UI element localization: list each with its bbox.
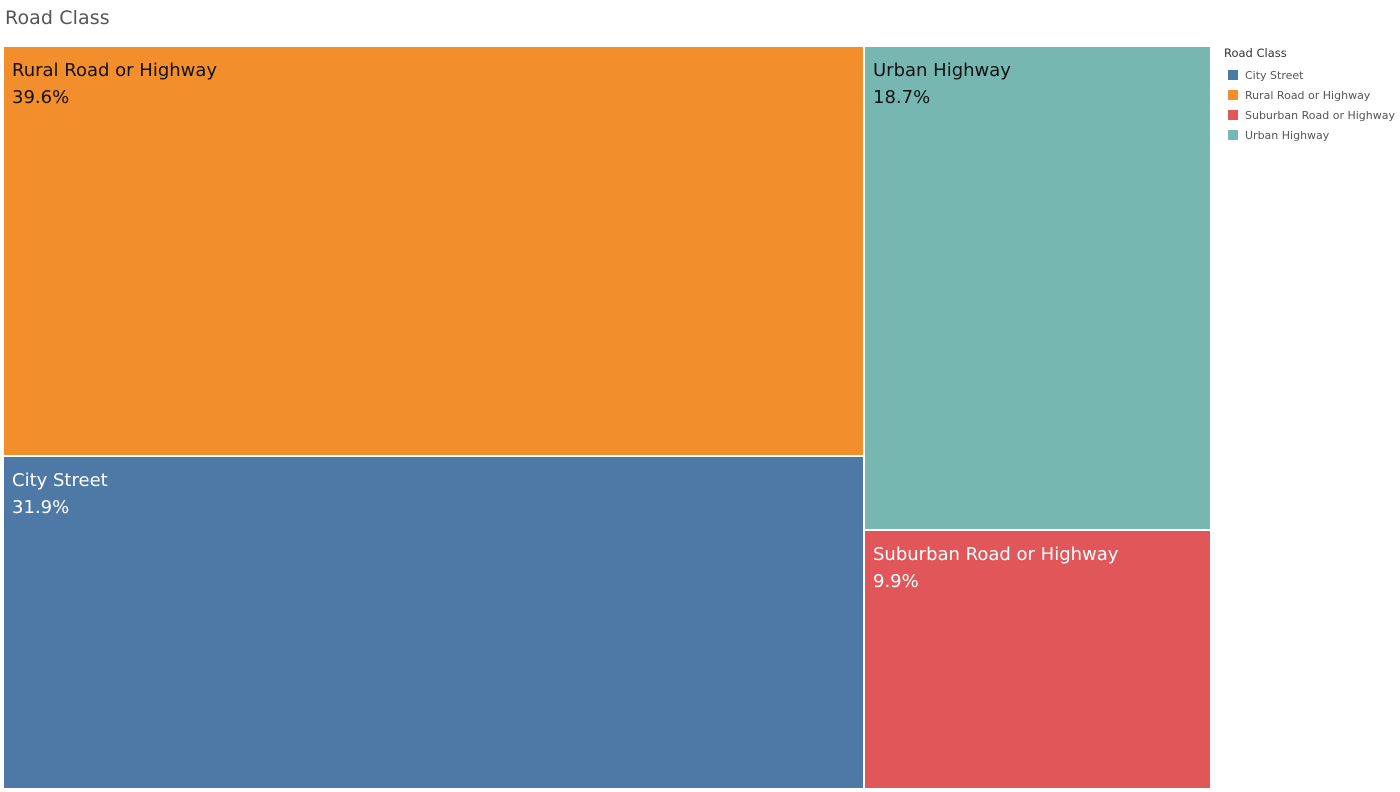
tile-category-label: City Street [12,470,108,491]
tile-label: Suburban Road or Highway 9.9% [873,541,1118,595]
sheet-title: Road Class [5,7,110,29]
legend-label: Rural Road or Highway [1245,88,1371,102]
legend-label: Urban Highway [1245,128,1330,142]
tile-label: City Street 31.9% [12,467,108,521]
treemap-tile-city-street[interactable]: City Street 31.9% [4,457,863,788]
legend-item-urban-highway[interactable]: Urban Highway [1224,125,1400,145]
tile-value-label: 39.6% [12,87,70,108]
legend-swatch [1228,110,1238,120]
legend-swatch [1228,90,1238,100]
legend-item-suburban-road-or-highway[interactable]: Suburban Road or Highway [1224,105,1400,125]
tile-label: Urban Highway 18.7% [873,57,1011,111]
legend-swatch [1228,130,1238,140]
tile-label: Rural Road or Highway 39.6% [12,57,217,111]
tile-value-label: 31.9% [12,497,70,518]
legend-item-rural-road-or-highway[interactable]: Rural Road or Highway [1224,85,1400,105]
treemap-chart: Rural Road or Highway 39.6% City Street 31.… [4,47,1210,788]
tile-value-label: 18.7% [873,87,931,108]
color-legend: Road Class City Street Rural Road or Hig… [1224,46,1400,145]
tile-value-label: 9.9% [873,571,919,592]
legend-swatch [1228,70,1238,80]
legend-label: City Street [1245,68,1304,82]
treemap-tile-urban-highway[interactable]: Urban Highway 18.7% [865,47,1210,529]
tile-category-label: Suburban Road or Highway [873,544,1119,565]
treemap-tile-rural-road-or-highway[interactable]: Rural Road or Highway 39.6% [4,47,863,455]
legend-item-city-street[interactable]: City Street [1224,65,1400,85]
legend-label: Suburban Road or Highway [1245,108,1395,122]
tile-category-label: Urban Highway [873,60,1011,81]
tile-category-label: Rural Road or Highway [12,60,218,81]
legend-title: Road Class [1224,46,1287,60]
treemap-tile-suburban-road-or-highway[interactable]: Suburban Road or Highway 9.9% [865,531,1210,788]
